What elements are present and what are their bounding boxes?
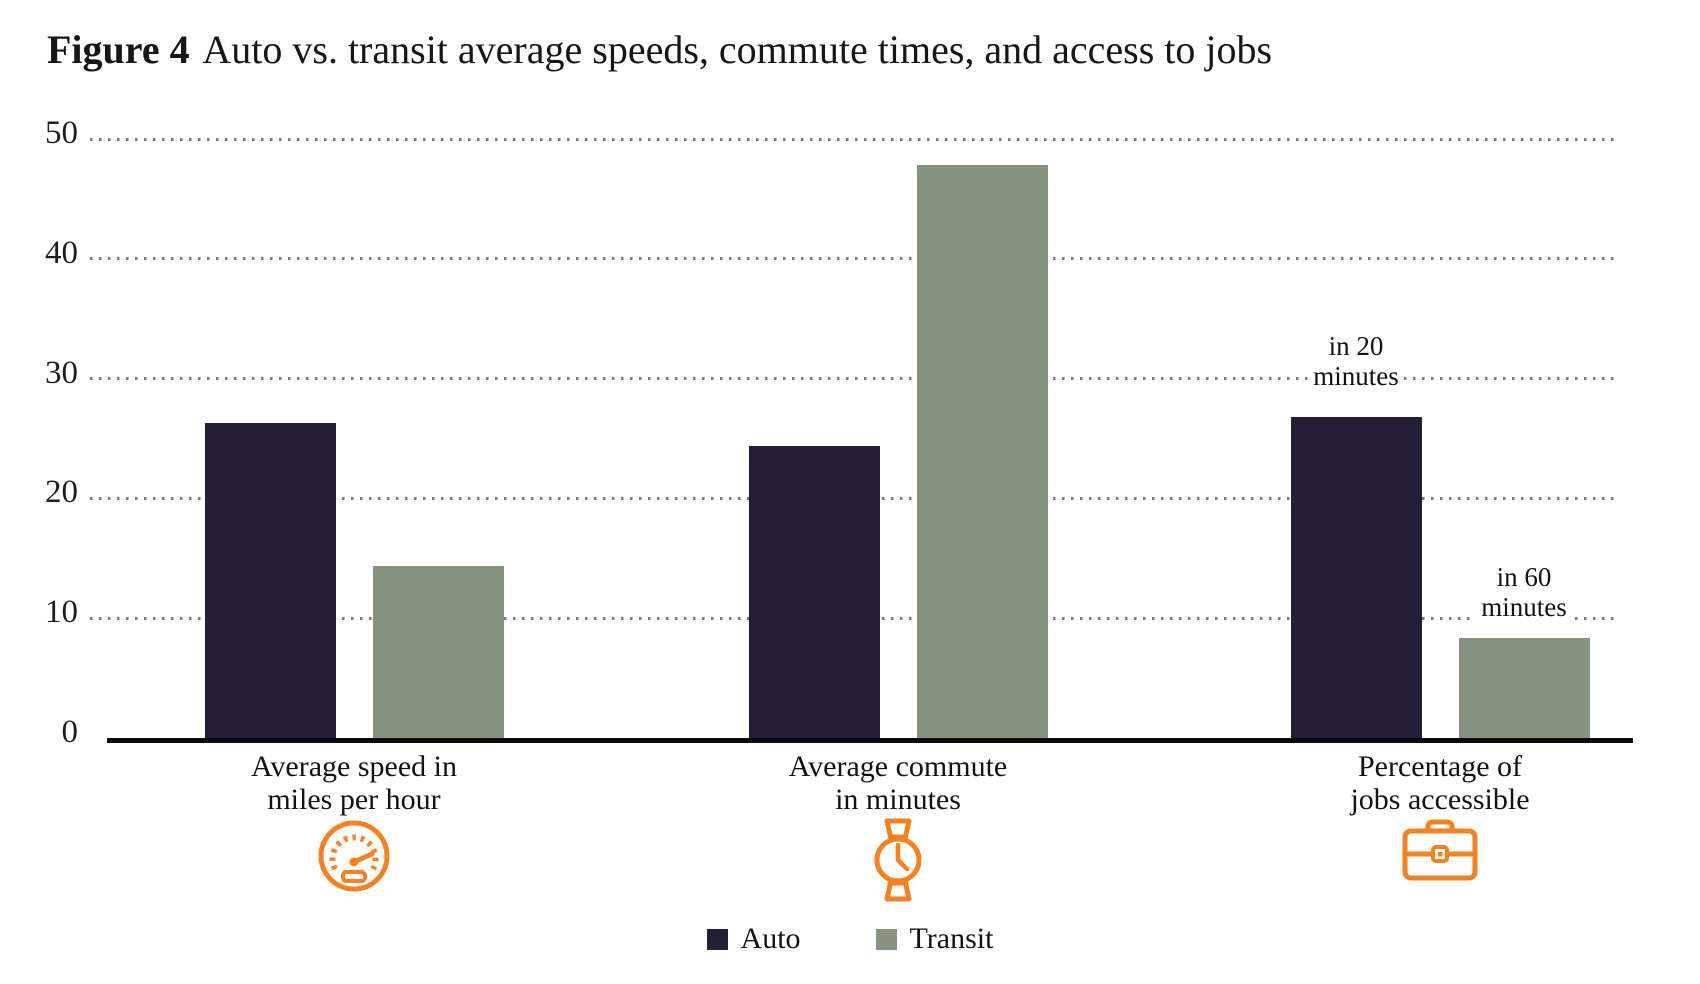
bar-annotation-2: in 60 minutes — [1414, 562, 1634, 623]
transit-bar-group-3 — [1458, 638, 1590, 740]
y-tick-label-40: 40 — [45, 234, 78, 271]
category-label-line: Average speed in — [250, 750, 457, 783]
annotation-line: minutes — [1246, 360, 1466, 391]
category-label-1: Average speed in miles per hour — [144, 750, 564, 816]
transit-bar-group-2 — [916, 164, 1048, 740]
annotation-line: in 20 — [1246, 330, 1466, 361]
y-tick-label-30: 30 — [45, 354, 78, 391]
figure-title-text: Auto vs. transit average speeds, commute… — [202, 27, 1273, 72]
legend-item-transit: Transit — [875, 922, 994, 956]
auto-legend-label: Auto — [740, 922, 801, 955]
speedometer-icon — [316, 818, 392, 899]
category-label-line: jobs accessible — [1350, 783, 1530, 816]
transit-legend-swatch — [875, 928, 897, 950]
auto-bar-group-3 — [1290, 416, 1422, 740]
y-tick-label-10: 10 — [45, 594, 78, 631]
category-label-line: miles per hour — [267, 783, 441, 816]
transit-legend-label: Transit — [909, 922, 994, 955]
annotation-line: in 60 — [1414, 562, 1634, 593]
y-tick-label-0: 0 — [61, 714, 79, 750]
gridline-40 — [90, 257, 1617, 261]
auto-bar-group-1 — [204, 422, 336, 740]
chart-legend: Auto Transit — [0, 922, 1700, 956]
auto-legend-swatch — [706, 928, 728, 950]
auto-bar-group-2 — [748, 446, 880, 740]
category-label-line: Average commute — [788, 750, 1008, 783]
gridline-30 — [90, 377, 1617, 381]
bar-annotation-1: in 20 minutes — [1246, 330, 1466, 391]
briefcase-icon — [1401, 818, 1479, 887]
category-label-2: Average commute in minutes — [688, 750, 1108, 816]
figure-title: Figure 4 Auto vs. transit average speeds,… — [47, 28, 1272, 72]
y-tick-label-50: 50 — [45, 115, 78, 151]
y-tick-label-20: 20 — [45, 474, 78, 511]
x-axis-line — [107, 738, 1633, 743]
gridline-50 — [90, 137, 1617, 141]
legend-item-auto: Auto — [706, 922, 801, 956]
transit-bar-group-1 — [372, 566, 504, 740]
category-label-line: Percentage of — [1357, 750, 1523, 783]
annotation-line: minutes — [1414, 592, 1634, 623]
category-label-line: in minutes — [835, 783, 961, 816]
watch-icon — [869, 818, 927, 907]
category-label-3: Percentage of jobs accessible — [1230, 750, 1650, 816]
figure-number-label: Figure 4 — [47, 27, 190, 72]
